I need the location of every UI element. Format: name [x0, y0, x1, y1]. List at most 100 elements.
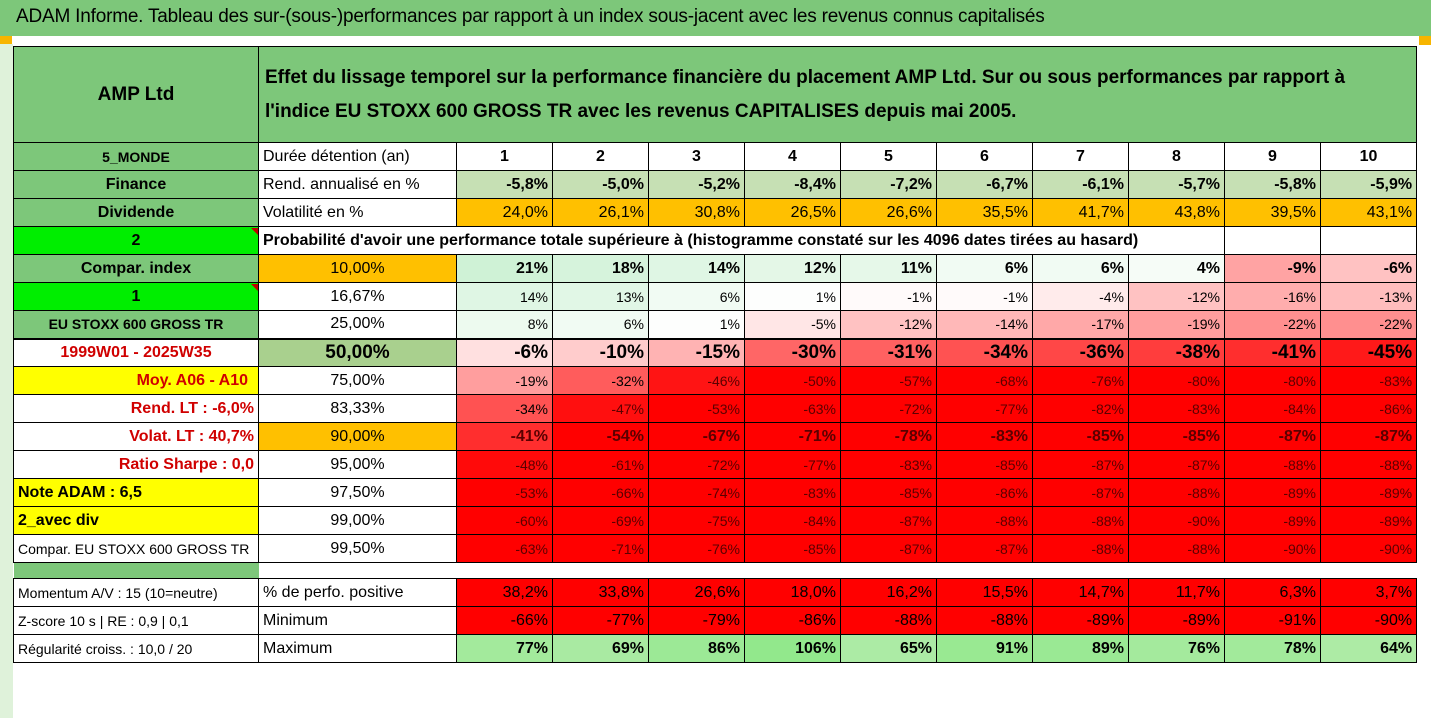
proba-cell: -34%: [936, 337, 1033, 367]
volat-cell: 39,5%: [1224, 198, 1321, 227]
proba-cell: -31%: [840, 337, 937, 367]
proba-cell: -89%: [1224, 478, 1321, 507]
proba-cell: 14%: [456, 282, 553, 311]
title-bar: ADAM Informe. Tableau des sur-(sous-)per…: [0, 0, 1431, 36]
selector-1[interactable]: 1: [13, 282, 259, 311]
year-header: 1: [456, 142, 553, 171]
rend-cell: -5,0%: [552, 170, 649, 199]
momentum-label: Momentum A/V : 15 (10=neutre): [13, 578, 259, 607]
proba-cell: -12%: [840, 310, 937, 339]
spacer-row: [13, 562, 1417, 579]
percentile-label: 25,00%: [258, 310, 457, 339]
proba-cell: -10%: [552, 337, 649, 367]
proba-cell: -86%: [936, 478, 1033, 507]
proba-cell: -89%: [1319, 478, 1418, 507]
perfo-pos-cell: 16,2%: [840, 578, 937, 607]
proba-cell: 1%: [744, 282, 841, 311]
year-header: 10: [1319, 142, 1418, 171]
proba-cell: -87%: [840, 534, 937, 563]
compar-index-label[interactable]: Compar. index: [13, 254, 259, 283]
proba-cell: -80%: [1128, 366, 1225, 395]
proba-cell: -85%: [840, 478, 937, 507]
percentile-label: 83,33%: [258, 394, 457, 423]
proba-cell: -85%: [1032, 422, 1129, 451]
avec-div-label[interactable]: 2_avec div: [13, 506, 259, 535]
proba-cell: -83%: [936, 422, 1033, 451]
proba-cell: -80%: [1224, 366, 1321, 395]
proba-cell: -9%: [1224, 254, 1321, 283]
maximum-cell: 76%: [1128, 634, 1225, 663]
zscore-label: Z-score 10 s | RE : 0,9 | 0,1: [13, 606, 259, 635]
year-header: 6: [936, 142, 1033, 171]
proba-cell: 6%: [936, 254, 1033, 283]
proba-cell: -5%: [744, 310, 841, 339]
rend-label: Rend. annualisé en %: [258, 170, 457, 199]
rend-cell: -6,1%: [1032, 170, 1129, 199]
proba-cell: -77%: [744, 450, 841, 479]
percentile-label: 75,00%: [258, 366, 457, 395]
proba-cell: -32%: [552, 366, 649, 395]
proba-cell: 18%: [552, 254, 649, 283]
percentile-label: 10,00%: [258, 254, 457, 283]
empty-cell: [1319, 226, 1418, 255]
proba-cell: -67%: [648, 422, 745, 451]
proba-cell: -88%: [1128, 478, 1225, 507]
maximum-cell: 77%: [456, 634, 553, 663]
maximum-cell: 65%: [840, 634, 937, 663]
proba-cell: -19%: [1128, 310, 1225, 339]
region-label: 5_MONDE: [13, 142, 259, 171]
proba-cell: -90%: [1319, 534, 1418, 563]
perfo-pos-cell: 14,7%: [1032, 578, 1129, 607]
proba-cell: -88%: [936, 506, 1033, 535]
proba-cell: -34%: [456, 394, 553, 423]
proba-cell: -88%: [1128, 534, 1225, 563]
minimum-cell: -86%: [744, 606, 841, 635]
proba-cell: -84%: [744, 506, 841, 535]
performance-table: AMP Ltd Effet du lissage temporel sur la…: [13, 46, 1418, 663]
proba-cell: -90%: [1128, 506, 1225, 535]
proba-cell: -22%: [1319, 310, 1418, 339]
proba-cell: -87%: [1032, 478, 1129, 507]
selector-2[interactable]: 2: [13, 226, 259, 255]
minimum-cell: -88%: [936, 606, 1033, 635]
maximum-cell: 78%: [1224, 634, 1321, 663]
perfo-pos-cell: 6,3%: [1224, 578, 1321, 607]
proba-cell: -15%: [648, 337, 745, 367]
proba-cell: -87%: [936, 534, 1033, 563]
proba-cell: -13%: [1319, 282, 1418, 311]
proba-cell: 21%: [456, 254, 553, 283]
proba-cell: -1%: [936, 282, 1033, 311]
proba-cell: -30%: [744, 337, 841, 367]
year-header: 3: [648, 142, 745, 171]
proba-cell: 4%: [1128, 254, 1225, 283]
percentile-label: 90,00%: [258, 422, 457, 451]
proba-cell: -48%: [456, 450, 553, 479]
duree-label: Durée détention (an): [258, 142, 457, 171]
volat-lt-label: Volat. LT : 40,7%: [13, 422, 259, 451]
year-header: 2: [552, 142, 649, 171]
proba-cell: -47%: [552, 394, 649, 423]
note-adam: Note ADAM : 6,5: [13, 478, 259, 507]
proba-cell: 6%: [1032, 254, 1129, 283]
volat-cell: 26,1%: [552, 198, 649, 227]
volat-cell: 41,7%: [1032, 198, 1129, 227]
minimum-cell: -91%: [1224, 606, 1321, 635]
proba-cell: -61%: [552, 450, 649, 479]
proba-cell: -89%: [1224, 506, 1321, 535]
proba-cell: -4%: [1032, 282, 1129, 311]
proba-cell: -63%: [456, 534, 553, 563]
empty-cell: [1224, 226, 1321, 255]
proba-cell: -22%: [1224, 310, 1321, 339]
proba-cell: -54%: [552, 422, 649, 451]
proba-cell: -50%: [744, 366, 841, 395]
perfo-pos-cell: 15,5%: [936, 578, 1033, 607]
proba-cell: -6%: [1319, 254, 1418, 283]
proba-cell: -74%: [648, 478, 745, 507]
proba-cell: -84%: [1224, 394, 1321, 423]
proba-cell: -17%: [1032, 310, 1129, 339]
moy-label: Moy. A06 - A10: [13, 366, 259, 395]
maximum-label: Maximum: [258, 634, 457, 663]
header-description: Effet du lissage temporel sur la perform…: [257, 46, 1418, 143]
sector-label: Finance: [13, 170, 259, 199]
rend-cell: -5,7%: [1128, 170, 1225, 199]
